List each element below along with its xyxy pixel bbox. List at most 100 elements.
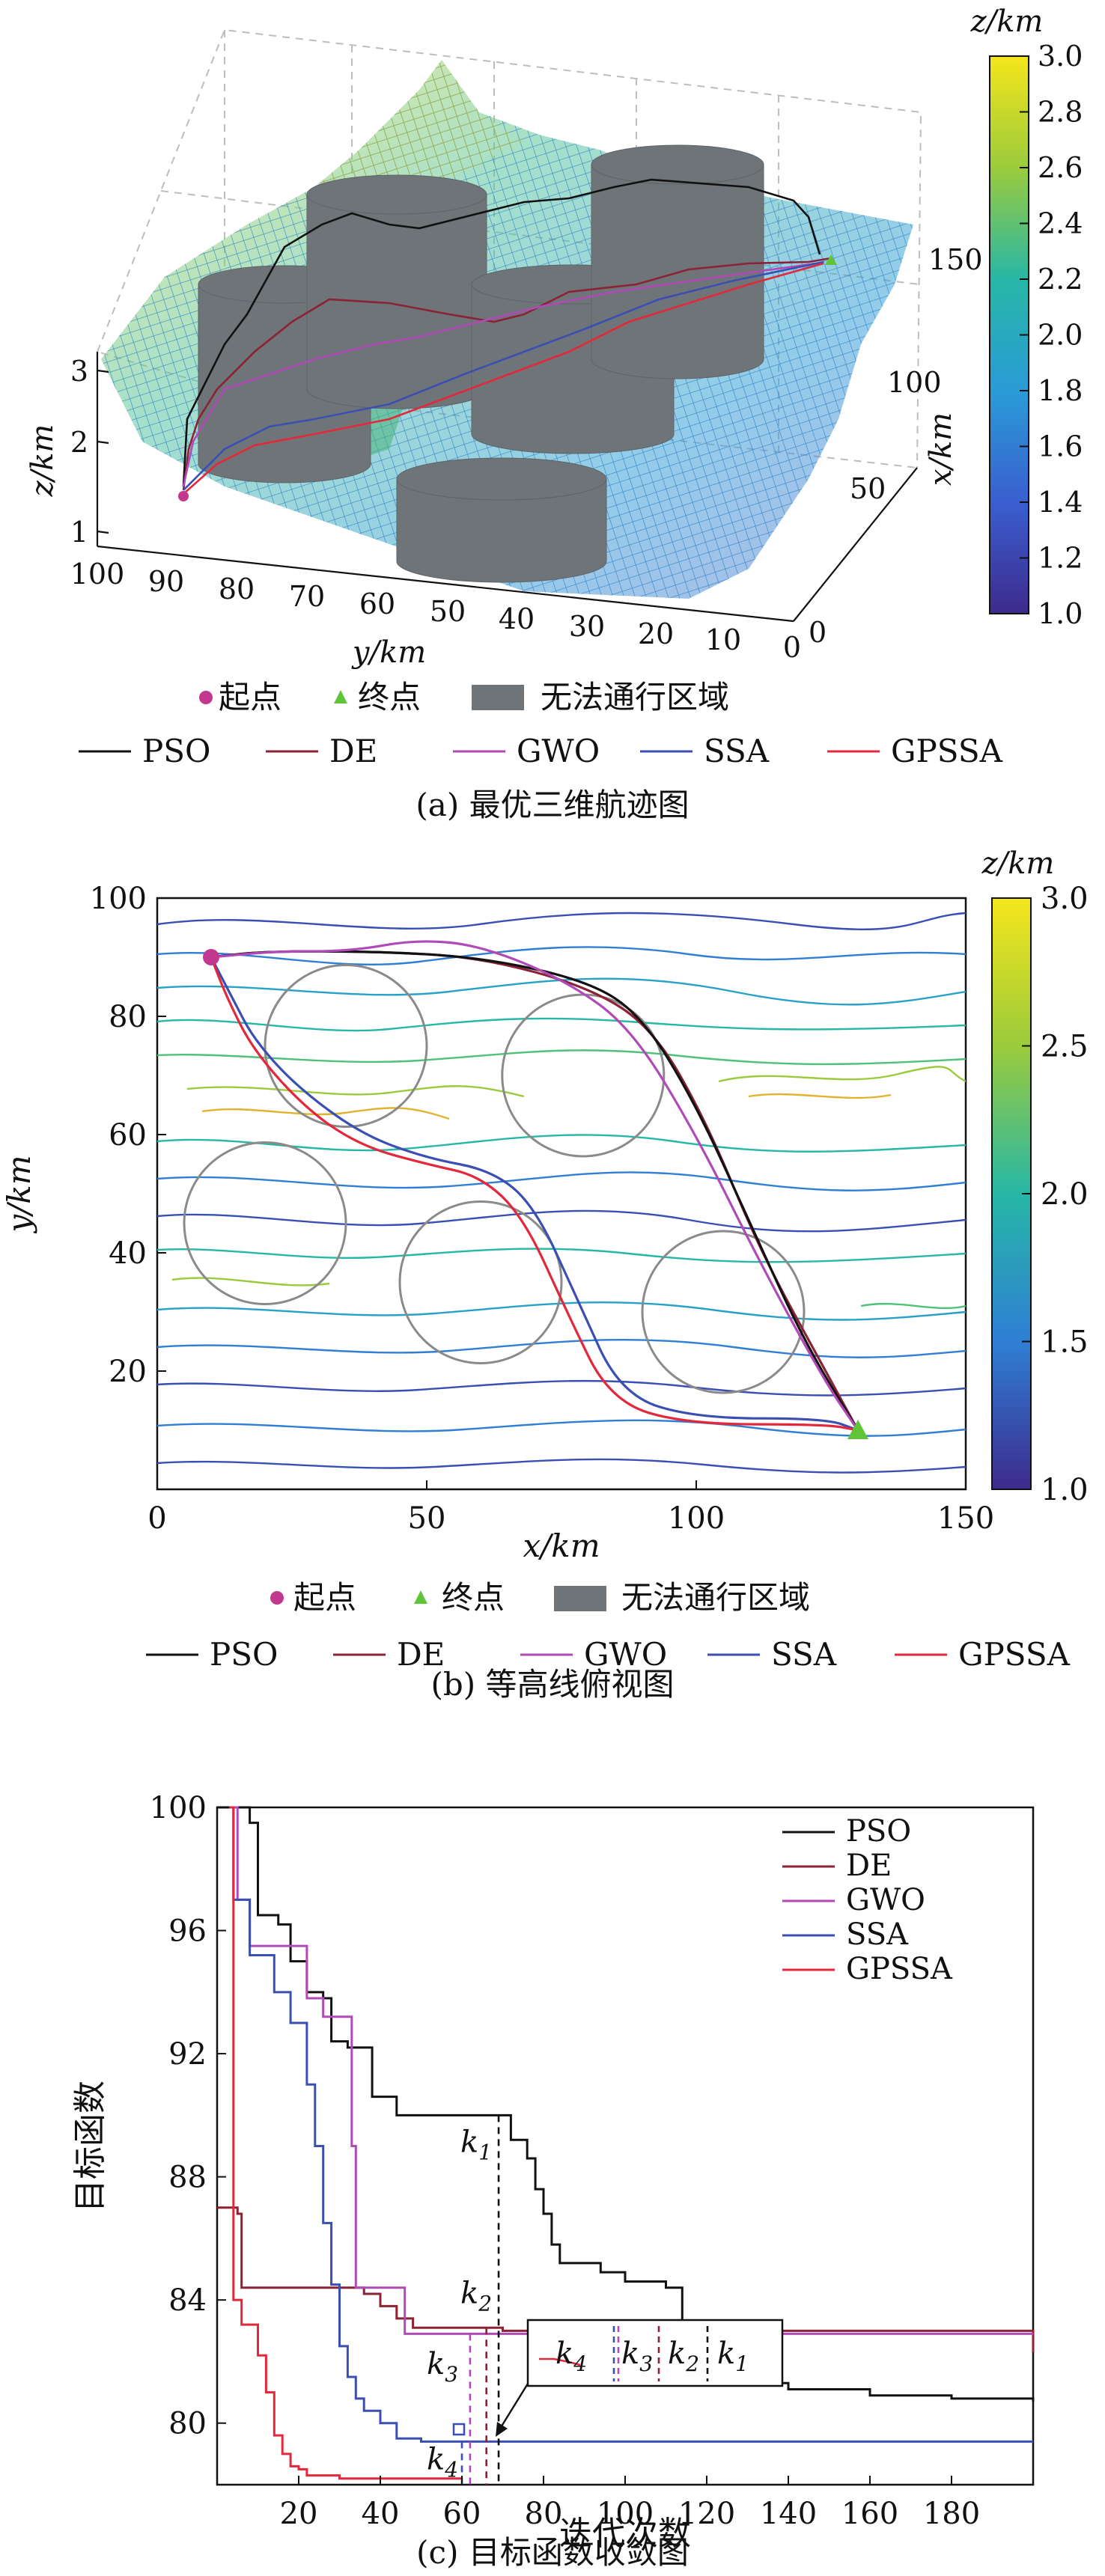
- svg-text:z/km: z/km: [25, 424, 60, 498]
- inset-label-k2: k2: [668, 2337, 699, 2376]
- legend-label-gpssa: GPSSA: [958, 1636, 1071, 1673]
- cbar-a-tick-label: 2.4: [1038, 207, 1083, 240]
- caption-c: (c) 目标函数收敛图: [416, 2534, 689, 2571]
- contour-lines: [157, 912, 966, 1474]
- inset-gpssa-curve: [539, 2357, 581, 2366]
- legend-c-label-de: DE: [846, 1849, 892, 1883]
- x3-tick-0: 0: [809, 616, 827, 649]
- y-tick-label-b: 60: [109, 1118, 147, 1153]
- legend-label-pso: PSO: [142, 733, 210, 769]
- z-tick-3: 3: [70, 355, 88, 388]
- legend-a-row1: 起点 终点 无法通行区域: [199, 679, 729, 715]
- y-tick-label-c: 88: [168, 2161, 207, 2195]
- x-tick-label-b: 50: [408, 1501, 446, 1536]
- legend-b-start-marker: [270, 1591, 284, 1605]
- inset-arrow-line: [499, 2383, 529, 2429]
- cbar-a-tick-label: 2.8: [1038, 96, 1083, 129]
- series-gpssa: [229, 1806, 462, 2480]
- obstacle-circle-4: [398, 1200, 563, 1364]
- series-ssa: [229, 1806, 1033, 2443]
- x-tick-label-c: 160: [841, 2497, 898, 2531]
- series-de: [217, 2206, 1035, 2353]
- x3-tick-150: 150: [928, 243, 983, 276]
- cbar-b-tick-label: 1.0: [1041, 1473, 1089, 1507]
- obstacle-circles: [183, 964, 806, 1394]
- x-tick-label-c: 40: [362, 2497, 400, 2531]
- y-axis-label-3d: y/km: [351, 635, 426, 670]
- legend-end-label: 终点: [358, 679, 421, 715]
- z-axis-label: z/km: [25, 424, 60, 498]
- legend-label-ssa: SSA: [771, 1636, 837, 1673]
- path2d-gwo: [210, 940, 859, 1431]
- y-tick-label-c: 92: [168, 2037, 207, 2072]
- obstacle-circle-3: [183, 1141, 347, 1305]
- legend-label-ssa: SSA: [704, 733, 770, 769]
- k-marker-label-2: k2: [460, 2276, 492, 2316]
- y-tick-label-b: 40: [109, 1236, 147, 1271]
- y-tick-label-c: 100: [150, 1791, 207, 1825]
- legend-end-marker: [334, 690, 347, 703]
- legend-obstacle-swatch: [472, 685, 524, 710]
- start-marker-3d: [178, 491, 189, 501]
- svg-text:目标函数: 目标函数: [71, 2081, 109, 2212]
- legend-b-end-marker: [414, 1590, 427, 1604]
- y-axis-label-c: 目标函数: [71, 2081, 109, 2212]
- y3-tick-100: 100: [70, 558, 125, 590]
- convergence-series: [217, 1806, 1035, 2480]
- colorbar-b-ticks: 1.0 1.5 2.0 2.5 3.0: [1022, 882, 1089, 1507]
- y3-tick-90: 90: [148, 565, 184, 598]
- legend-label-de: DE: [397, 1636, 445, 1673]
- x-tick-label-c: 80: [525, 2497, 563, 2531]
- y-tick-label-b: 100: [90, 882, 147, 916]
- y-tick-label-c: 80: [168, 2407, 207, 2441]
- cbar-a-tick-label: 1.0: [1038, 597, 1083, 630]
- legend-label-gwo: GWO: [584, 1636, 667, 1673]
- x-tick-label-c: 100: [597, 2497, 654, 2531]
- legend-b-row2: PSO DE GWO SSA GPSSA: [146, 1636, 1071, 1673]
- legend-b-end-label: 终点: [442, 1579, 505, 1616]
- y3-tick-60: 60: [359, 587, 395, 620]
- legend-start-label: 起点: [219, 679, 281, 715]
- y3-tick-40: 40: [499, 602, 535, 635]
- legend-obstacle-label: 无法通行区域: [541, 679, 729, 715]
- caption-b: (b) 等高线俯视图: [430, 1666, 674, 1703]
- contour-plot-area: [156, 897, 967, 1491]
- colorbar-label-a: z/km: [970, 4, 1044, 39]
- legend-c-label-pso: PSO: [846, 1814, 911, 1849]
- svg-text:x/km: x/km: [924, 412, 958, 486]
- end-marker-2d: [847, 1420, 868, 1439]
- cbar-a-tick-label: 2.2: [1038, 263, 1083, 296]
- y-tick-label-c: 84: [168, 2283, 207, 2318]
- x-tick-label-b: 0: [147, 1501, 166, 1536]
- y-ticks-b: 20 40 60 80 100: [90, 882, 166, 1389]
- legend-start-marker: [199, 691, 213, 704]
- inset-box: [526, 2319, 784, 2387]
- x-tick-label-c: 20: [280, 2497, 318, 2531]
- x3-tick-50: 50: [850, 472, 886, 505]
- path2d-gpssa: [210, 956, 859, 1432]
- legend-label-gwo: GWO: [517, 733, 600, 769]
- svg-text:y/km: y/km: [1, 1155, 37, 1233]
- inset-label-k4: k4: [555, 2337, 587, 2376]
- path3d-de: [182, 257, 832, 491]
- k-marker-label-1: k1: [460, 2125, 492, 2165]
- panel-a: 1 2 3 z/km 100 90 80 70 60 50 40 30 20 1…: [25, 4, 1083, 823]
- axes-3d: [96, 352, 918, 623]
- legend-c-label-gpssa: GPSSA: [846, 1952, 953, 1986]
- caption-a: (a) 最优三维航迹图: [415, 787, 689, 823]
- x-ticks-3d: 0 50 100 150: [809, 243, 983, 649]
- x-tick-label-c: 140: [760, 2497, 817, 2531]
- cbar-b-tick-label: 2.5: [1041, 1030, 1089, 1064]
- x-tick-label-c: 180: [923, 2497, 980, 2531]
- y3-tick-50: 50: [430, 595, 466, 628]
- cbar-a-tick-label: 2.0: [1038, 319, 1083, 352]
- start-end-markers: [203, 949, 868, 1439]
- cbar-a-tick-label: 2.6: [1038, 151, 1083, 184]
- zoom-source-box: [452, 2423, 466, 2436]
- x-axis-label-c: 迭代次数: [559, 2515, 691, 2553]
- x-ticks-b: 0 50 100 150: [147, 1480, 994, 1536]
- paths-3d: [182, 178, 832, 495]
- y3-tick-0: 0: [783, 631, 801, 664]
- y-tick-label-c: 96: [168, 1914, 207, 1949]
